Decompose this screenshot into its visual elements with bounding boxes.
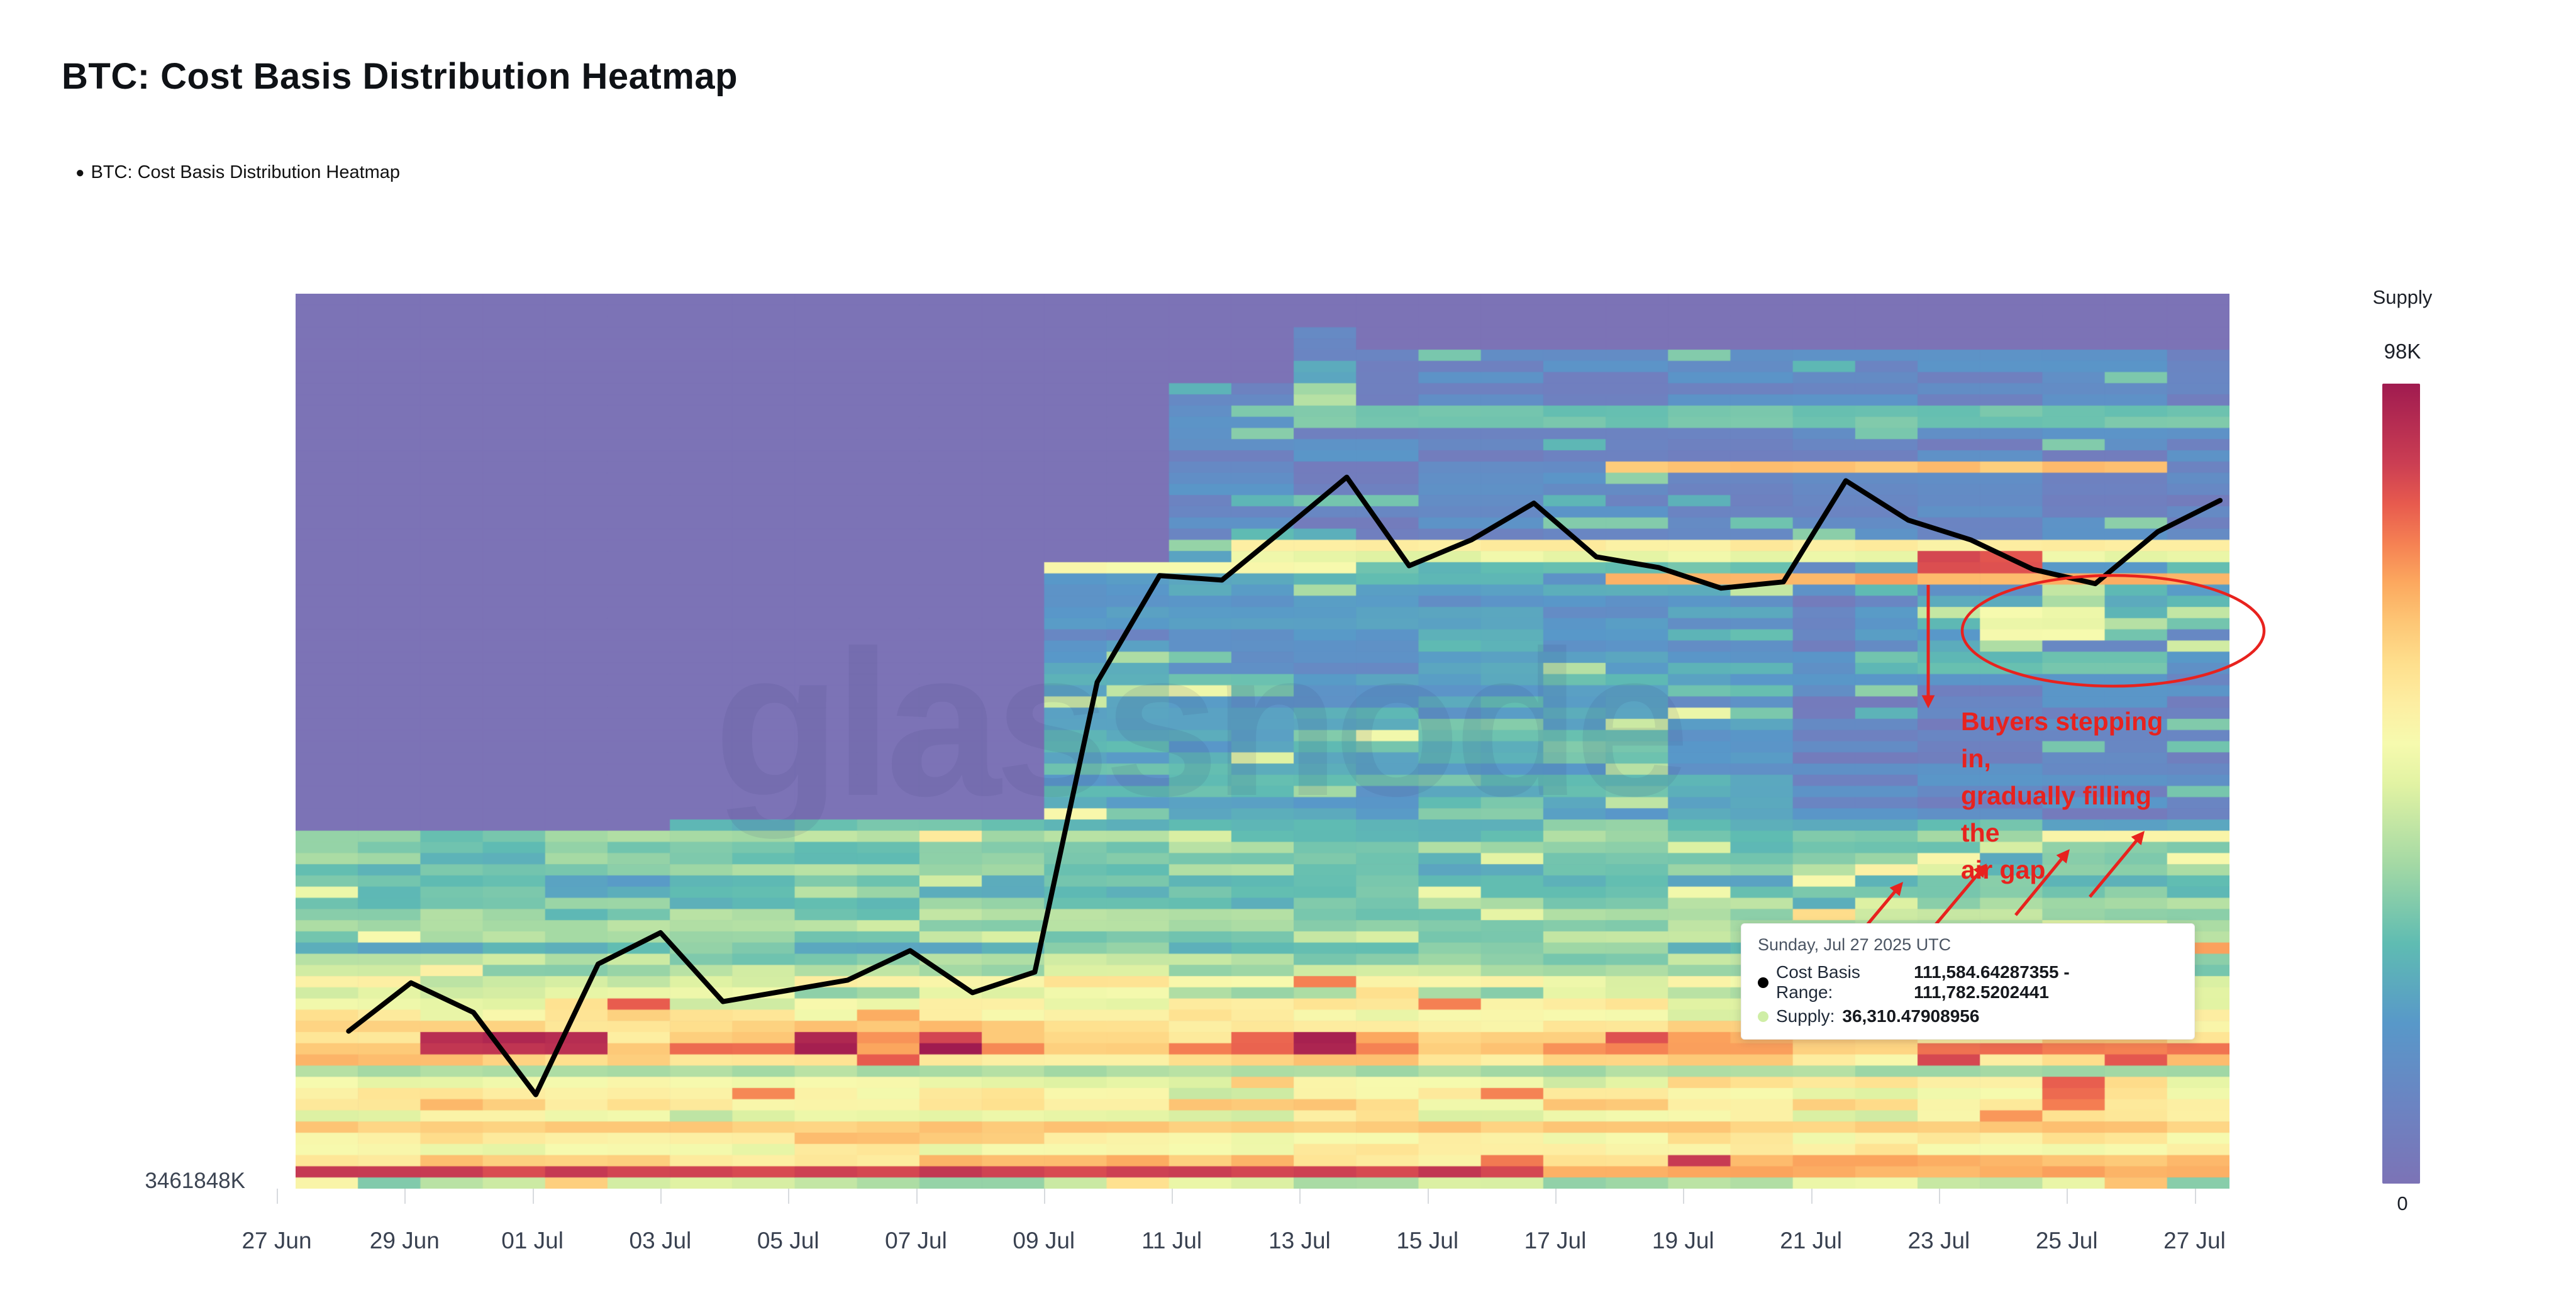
x-axis-label: 23 Jul (1907, 1228, 1970, 1253)
tooltip-supply-label: Supply: (1776, 1006, 1835, 1026)
x-axis-label: 03 Jul (629, 1228, 692, 1253)
x-axis-label: 29 Jun (369, 1228, 440, 1253)
x-axis-tick (1555, 1189, 1557, 1204)
x-axis-tick (1299, 1189, 1301, 1204)
cost-basis-heatmap-canvas[interactable] (296, 294, 2229, 1189)
x-axis-label: 25 Jul (2035, 1228, 2098, 1253)
colorbar-min-label: 0 (2397, 1192, 2408, 1214)
x-axis-label: 17 Jul (1524, 1228, 1587, 1253)
tooltip-supply-value: 36,310.47908956 (1842, 1006, 1980, 1026)
tooltip-supply-row: Supply: 36,310.47908956 (1758, 1006, 2178, 1026)
x-axis-tick (1043, 1189, 1045, 1204)
annotation-buyers-note: Buyers stepping in, gradually filling th… (1961, 703, 2168, 889)
x-axis-label: 19 Jul (1652, 1228, 1714, 1253)
colorbar-max-label: 98K (2384, 340, 2421, 363)
x-axis-tick (277, 1189, 278, 1204)
x-axis-tick (2194, 1189, 2196, 1204)
x-axis-label: 09 Jul (1013, 1228, 1075, 1253)
y-axis-bottom-label: 3461848K (145, 1169, 245, 1193)
x-axis-label: 01 Jul (501, 1228, 564, 1253)
colorbar-title: Supply (2372, 286, 2433, 308)
x-axis-tick (788, 1189, 790, 1204)
page-title: BTC: Cost Basis Distribution Heatmap (62, 56, 738, 97)
x-axis-tick (1172, 1189, 1174, 1204)
tooltip-cost-basis-label: Cost Basis Range: (1776, 962, 1860, 1002)
x-axis-tick (1427, 1189, 1429, 1204)
annotation-line: Buyers stepping in, (1961, 707, 2163, 773)
x-axis-tick (916, 1189, 918, 1204)
x-axis-tick (2067, 1189, 2068, 1204)
annotation-line: gradually filling the (1961, 781, 2151, 847)
legend-marker-icon: ● (75, 164, 85, 181)
heatmap-plot-area[interactable] (296, 294, 2229, 1189)
x-axis-label: 15 Jul (1396, 1228, 1459, 1253)
x-axis-label: 07 Jul (885, 1228, 947, 1253)
annotation-line: air gap (1961, 855, 2046, 884)
x-axis-label: 27 Jul (2163, 1228, 2226, 1253)
x-axis-label: 27 Jun (242, 1228, 312, 1253)
x-axis-label: 21 Jul (1780, 1228, 1842, 1253)
x-axis-label: 13 Jul (1269, 1228, 1331, 1253)
hover-tooltip: Sunday, Jul 27 2025 UTC Cost Basis Range… (1741, 923, 2195, 1040)
x-axis-label: 05 Jul (757, 1228, 819, 1253)
supply-colorbar (2382, 384, 2420, 1184)
x-axis-label: 11 Jul (1141, 1228, 1202, 1253)
x-axis-tick (532, 1189, 534, 1204)
tooltip-date: Sunday, Jul 27 2025 UTC (1758, 935, 1951, 954)
cost-basis-marker-icon (1758, 977, 1768, 988)
legend-item[interactable]: ● BTC: Cost Basis Distribution Heatmap (75, 162, 400, 183)
legend-label: BTC: Cost Basis Distribution Heatmap (91, 162, 401, 182)
x-axis-tick (1811, 1189, 1813, 1204)
x-axis-tick (1938, 1189, 1940, 1204)
tooltip-cost-basis-value: 111,584.64287355 - 111,782.5202441 (1914, 962, 2070, 1002)
supply-marker-icon (1758, 1011, 1768, 1022)
x-axis-tick (404, 1189, 406, 1204)
x-axis-tick (1683, 1189, 1685, 1204)
tooltip-cost-basis-row: Cost Basis Range: 111,584.64287355 - 111… (1758, 962, 2178, 1002)
x-axis-tick (660, 1189, 662, 1204)
